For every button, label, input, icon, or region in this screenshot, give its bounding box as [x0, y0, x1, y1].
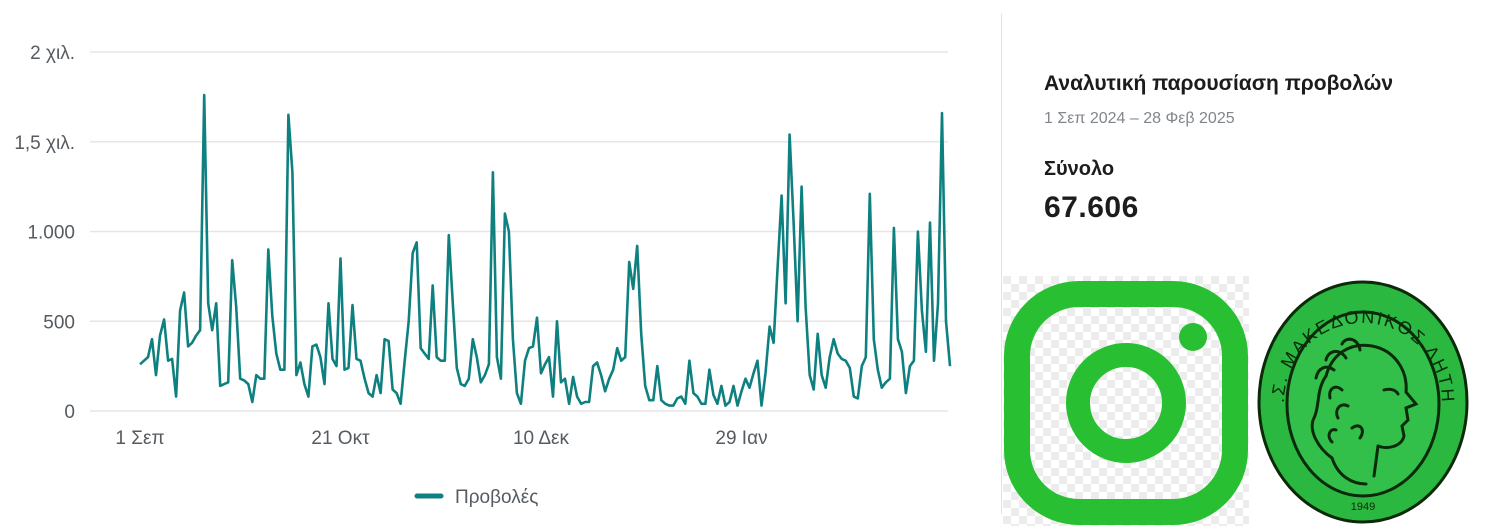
y-tick-label: 1,5 χιλ.: [14, 133, 75, 154]
series-line-views[interactable]: [139, 93, 952, 407]
summary-total-label: Σύνολο: [1044, 158, 1115, 180]
club-seal-logo: Α.Σ. ΜΑΚΕΔΟΝΙΚΟΣ ΛΗΤΗΣ 1949: [1249, 264, 1470, 524]
summary-date-range: 1 Σεπ 2024 – 28 Φεβ 2025: [1044, 110, 1235, 127]
x-tick-label: 29 Ιαν: [715, 428, 767, 449]
x-tick-label: 1 Σεπ: [115, 428, 164, 449]
chart-series: [139, 93, 952, 407]
y-axis-ticks: 0 500 1.000 1,5 χιλ. 2 χιλ.: [14, 43, 75, 423]
instagram-icon: [1003, 276, 1249, 526]
y-tick-label: 0: [64, 402, 75, 423]
chart-gridlines: [90, 51, 948, 412]
summary-total-value: 67.606: [1044, 191, 1139, 224]
views-summary-panel: Αναλυτική παρουσίαση προβολών 1 Σεπ 2024…: [1044, 72, 1494, 225]
views-chart: 0 500 1.000 1,5 χιλ. 2 χιλ. 1 Σεπ 21 Οκτ 10 Δε…: [14, 43, 952, 508]
x-tick-label: 10 Δεκ: [513, 428, 570, 449]
legend-label-views: Προβολές: [455, 487, 538, 508]
panel-divider: [1001, 14, 1002, 514]
chart-legend[interactable]: Προβολές: [414, 487, 538, 508]
views-line-chart: 0 500 1.000 1,5 χιλ. 2 χιλ. 1 Σεπ 21 Οκτ 10 Δε…: [14, 43, 952, 508]
y-tick-label: 500: [43, 312, 75, 333]
y-tick-label: 1.000: [27, 223, 75, 244]
x-axis-ticks: 1 Σεπ 21 Οκτ 10 Δεκ 29 Ιαν: [115, 428, 767, 449]
svg-text:1949: 1949: [1351, 501, 1375, 513]
x-tick-label: 21 Οκτ: [311, 428, 370, 449]
y-tick-label: 2 χιλ.: [30, 43, 75, 64]
summary-title: Αναλυτική παρουσίαση προβολών: [1044, 72, 1394, 95]
